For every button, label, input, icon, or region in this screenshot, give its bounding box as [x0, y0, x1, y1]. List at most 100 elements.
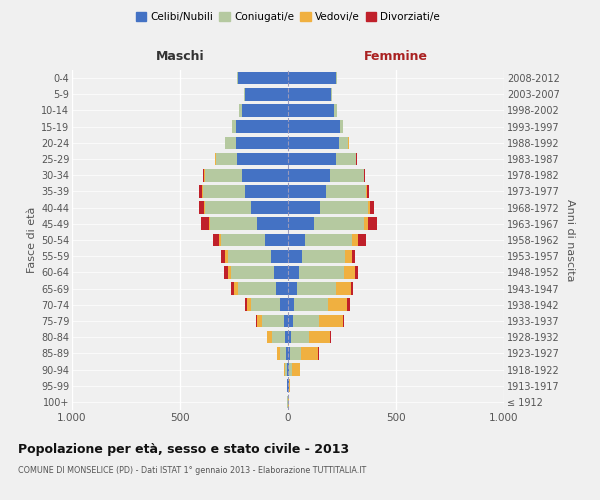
- Bar: [288, 347, 290, 360]
- Bar: [236, 120, 288, 133]
- Bar: [334, 104, 337, 117]
- Bar: [288, 250, 302, 262]
- Bar: [358, 234, 366, 246]
- Bar: [288, 72, 335, 85]
- Bar: [205, 202, 251, 214]
- Bar: [330, 331, 331, 344]
- Bar: [288, 234, 305, 246]
- Bar: [288, 169, 330, 181]
- Bar: [221, 250, 226, 262]
- Bar: [251, 202, 288, 214]
- Bar: [364, 218, 368, 230]
- Bar: [288, 331, 291, 344]
- Bar: [265, 234, 288, 246]
- Bar: [288, 298, 295, 311]
- Bar: [219, 234, 221, 246]
- Bar: [280, 347, 286, 360]
- Bar: [214, 234, 219, 246]
- Bar: [221, 234, 265, 246]
- Bar: [286, 347, 288, 360]
- Bar: [314, 218, 364, 230]
- Bar: [296, 282, 335, 295]
- Bar: [203, 185, 245, 198]
- Bar: [262, 314, 284, 328]
- Bar: [319, 314, 343, 328]
- Bar: [284, 363, 285, 376]
- Bar: [288, 120, 340, 133]
- Bar: [237, 152, 288, 166]
- Bar: [352, 234, 358, 246]
- Bar: [231, 266, 274, 278]
- Bar: [344, 266, 355, 278]
- Bar: [355, 266, 358, 278]
- Bar: [301, 347, 318, 360]
- Bar: [305, 234, 352, 246]
- Bar: [308, 331, 330, 344]
- Bar: [238, 282, 276, 295]
- Bar: [339, 136, 349, 149]
- Bar: [203, 169, 205, 181]
- Bar: [226, 136, 236, 149]
- Bar: [289, 363, 292, 376]
- Bar: [244, 88, 245, 101]
- Bar: [242, 169, 288, 181]
- Bar: [366, 185, 367, 198]
- Bar: [285, 331, 288, 344]
- Bar: [215, 152, 237, 166]
- Text: Maschi: Maschi: [155, 50, 205, 63]
- Bar: [277, 347, 280, 360]
- Text: Popolazione per età, sesso e stato civile - 2013: Popolazione per età, sesso e stato civil…: [18, 442, 349, 456]
- Y-axis label: Fasce di età: Fasce di età: [26, 207, 37, 273]
- Bar: [347, 298, 350, 311]
- Y-axis label: Anni di nascita: Anni di nascita: [565, 198, 575, 281]
- Bar: [257, 218, 288, 230]
- Bar: [201, 218, 209, 230]
- Bar: [331, 88, 332, 101]
- Bar: [288, 136, 339, 149]
- Bar: [202, 185, 203, 198]
- Bar: [238, 72, 288, 85]
- Bar: [245, 185, 288, 198]
- Bar: [330, 169, 364, 181]
- Bar: [288, 282, 296, 295]
- Bar: [288, 266, 299, 278]
- Text: COMUNE DI MONSELICE (PD) - Dati ISTAT 1° gennaio 2013 - Elaborazione TUTTITALIA.: COMUNE DI MONSELICE (PD) - Dati ISTAT 1°…: [18, 466, 366, 475]
- Bar: [268, 331, 272, 344]
- Bar: [288, 380, 289, 392]
- Bar: [368, 202, 370, 214]
- Bar: [284, 314, 288, 328]
- Bar: [199, 185, 202, 198]
- Bar: [335, 152, 356, 166]
- Bar: [293, 314, 319, 328]
- Bar: [340, 120, 343, 133]
- Bar: [242, 104, 288, 117]
- Bar: [287, 363, 288, 376]
- Bar: [302, 250, 345, 262]
- Bar: [226, 250, 227, 262]
- Bar: [295, 298, 328, 311]
- Bar: [343, 314, 344, 328]
- Text: Femmine: Femmine: [364, 50, 428, 63]
- Bar: [232, 120, 236, 133]
- Bar: [288, 104, 334, 117]
- Bar: [370, 202, 374, 214]
- Bar: [236, 136, 288, 149]
- Bar: [257, 314, 262, 328]
- Bar: [274, 266, 288, 278]
- Bar: [287, 380, 288, 392]
- Bar: [288, 152, 335, 166]
- Bar: [367, 185, 368, 198]
- Bar: [234, 282, 238, 295]
- Bar: [272, 331, 285, 344]
- Bar: [237, 72, 238, 85]
- Bar: [271, 250, 288, 262]
- Bar: [328, 298, 347, 311]
- Bar: [199, 202, 204, 214]
- Bar: [345, 250, 352, 262]
- Bar: [289, 380, 290, 392]
- Bar: [204, 202, 205, 214]
- Bar: [224, 266, 227, 278]
- Bar: [291, 331, 308, 344]
- Bar: [326, 185, 366, 198]
- Bar: [288, 202, 320, 214]
